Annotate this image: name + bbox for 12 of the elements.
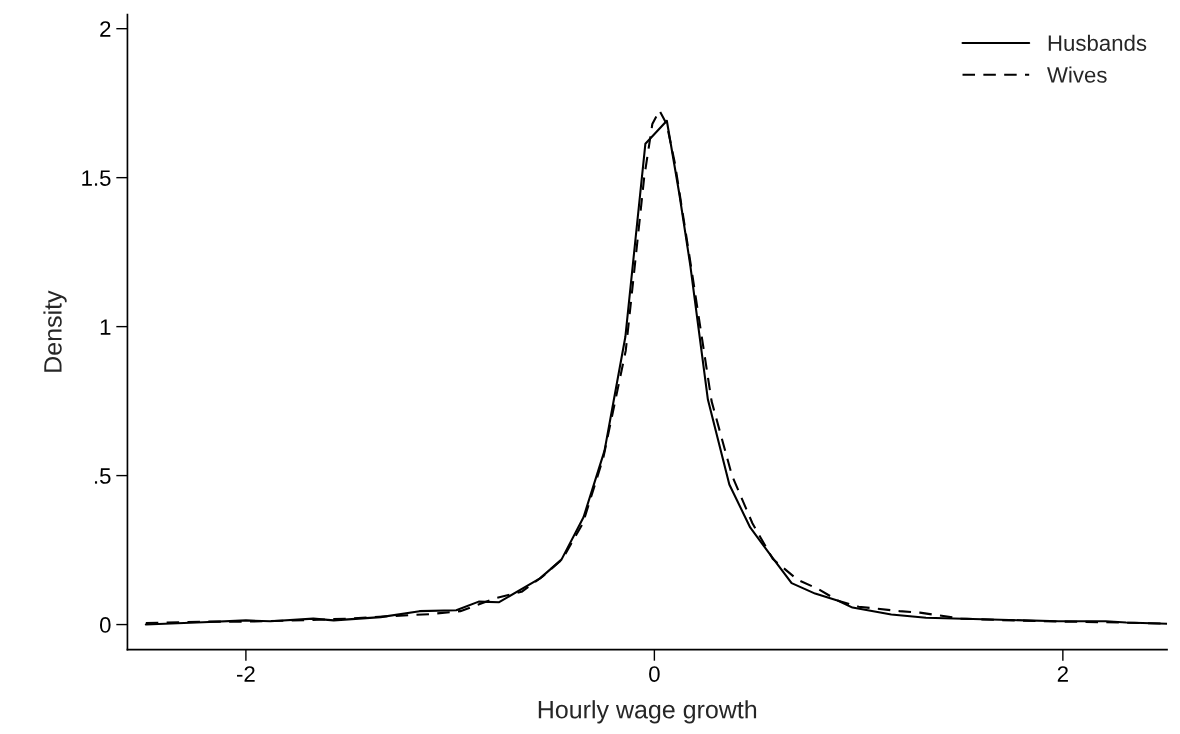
legend-label: Husbands (1048, 34, 1147, 51)
x-tick-label: 0 (649, 666, 660, 682)
y-tick-label: 1 (100, 319, 111, 335)
x-tick-label: 2 (1057, 666, 1068, 682)
x-axis-title: Hourly wage growth (538, 700, 757, 724)
legend-label: Wives (1047, 66, 1107, 83)
x-tick-label: -2 (237, 666, 255, 682)
y-tick-label: 0 (99, 617, 111, 633)
y-tick-label: 1.5 (82, 170, 111, 186)
y-tick-label: .5 (94, 468, 111, 484)
y-axis-title: Density (43, 290, 67, 372)
y-tick-label: 2 (100, 21, 111, 37)
